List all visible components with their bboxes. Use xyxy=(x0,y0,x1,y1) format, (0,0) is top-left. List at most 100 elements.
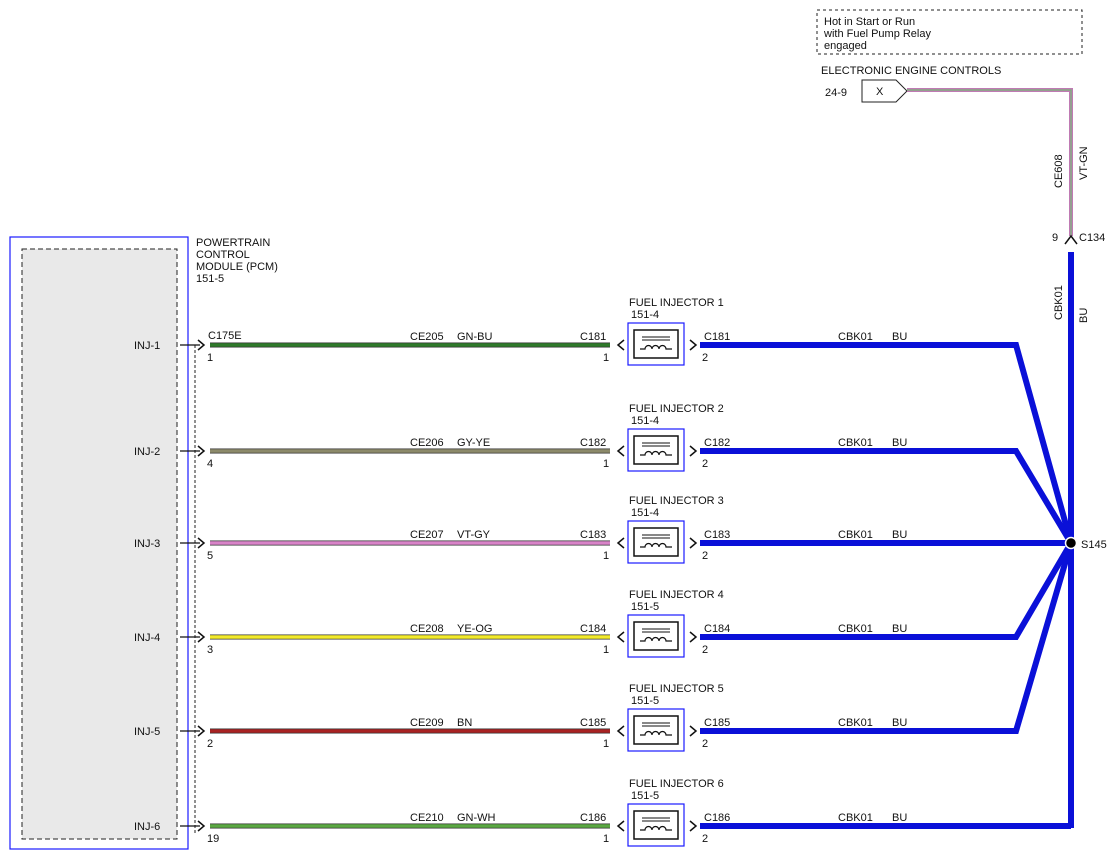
injector-coil-frame xyxy=(633,715,679,745)
feed-system-label: ELECTRONIC ENGINE CONTROLS xyxy=(821,65,1001,77)
feed-terminal xyxy=(861,79,908,103)
signal-color-label: GY-YE xyxy=(457,437,490,449)
injector-ref: 151-4 xyxy=(631,309,659,321)
feed-color-label: VT-GN xyxy=(1078,146,1090,180)
feed-circuit-label: CE608 xyxy=(1053,154,1065,188)
pcm-title-line-2: CONTROL xyxy=(196,249,250,261)
signal-color-label: BN xyxy=(457,717,472,729)
injector-pin-out: 2 xyxy=(702,352,708,364)
pcm-pin-number: 2 xyxy=(207,738,213,750)
pcm-pin-name: INJ-5 xyxy=(134,726,160,738)
injector-coil-frame xyxy=(633,810,679,840)
return-wire-1 xyxy=(700,342,1074,544)
return-color-label: BU xyxy=(892,812,907,824)
injector-ref: 151-4 xyxy=(631,507,659,519)
injector-connector-label-in: C183 xyxy=(580,529,606,541)
injector-connector-label-out: C183 xyxy=(704,529,730,541)
injector-connector-label-out: C182 xyxy=(704,437,730,449)
injector-ref: 151-5 xyxy=(631,601,659,613)
splice-s145 xyxy=(1064,536,1078,550)
injector-title: FUEL INJECTOR 1 xyxy=(629,297,724,309)
pcm-pin-terminal xyxy=(197,339,206,351)
injector-connector-label-in: C186 xyxy=(580,812,606,824)
injector-row-6: INJ-6 19 CE210 GN-WH C186 1 FUEL INJECTOR 6151… xyxy=(134,778,1071,847)
return-circuit-label: CBK01 xyxy=(838,437,873,449)
signal-circuit-label: CE205 xyxy=(410,331,444,343)
signal-circuit-label: CE209 xyxy=(410,717,444,729)
c134-connector-symbol xyxy=(1064,234,1078,245)
injector-coil-icon xyxy=(640,636,672,642)
return-color-label: BU xyxy=(892,717,907,729)
injector-terminal-out xyxy=(689,820,698,832)
signal-circuit-label: CE207 xyxy=(410,529,444,541)
pcm-pin-name: INJ-1 xyxy=(134,340,160,352)
signal-color-label: YE-OG xyxy=(457,623,492,635)
injector-coil-frame xyxy=(633,435,679,465)
injector-coil-icon xyxy=(640,344,672,350)
bus-color-label: BU xyxy=(1078,308,1090,323)
injector-connector-label-out: C185 xyxy=(704,717,730,729)
pcm-pin-number: 19 xyxy=(207,833,219,845)
pcm-pin-terminal xyxy=(197,725,206,737)
bus-circuit-label: CBK01 xyxy=(1053,285,1065,320)
injector-connector-label-out: C184 xyxy=(704,623,730,635)
pcm-pin-number: 4 xyxy=(207,458,213,470)
c134-pin-label: 9 xyxy=(1052,232,1058,244)
signal-circuit-label: CE208 xyxy=(410,623,444,635)
injector-title: FUEL INJECTOR 4 xyxy=(629,589,724,601)
pcm-title-line-3: MODULE (PCM) xyxy=(196,261,278,273)
injector-terminal-out xyxy=(689,537,698,549)
feed-wire-ce608 xyxy=(907,88,1073,236)
injector-connector-label-out: C181 xyxy=(704,331,730,343)
injector-pin-in: 1 xyxy=(603,644,609,656)
injector-terminal-in xyxy=(616,537,625,549)
injector-ref: 151-5 xyxy=(631,695,659,707)
injector-pin-out: 2 xyxy=(702,738,708,750)
signal-circuit-label: CE210 xyxy=(410,812,444,824)
pcm-pin-number: 3 xyxy=(207,644,213,656)
injector-connector-label-in: C181 xyxy=(580,331,606,343)
injector-row-3: INJ-3 5 CE207 VT-GY C183 1 FUEL INJECTOR 3151-… xyxy=(134,495,1071,564)
injector-terminal-in xyxy=(616,820,625,832)
pcm-title-line-4: 151-5 xyxy=(196,273,224,285)
return-wire-4 xyxy=(700,541,1074,640)
injector-coil-frame xyxy=(633,527,679,557)
signal-circuit-label: CE206 xyxy=(410,437,444,449)
pcm-pin-terminal xyxy=(197,445,206,457)
injector-coil-frame xyxy=(633,621,679,651)
c134-connector-label: C134 xyxy=(1079,232,1105,244)
return-circuit-label: CBK01 xyxy=(838,529,873,541)
injector-pin-in: 1 xyxy=(603,833,609,845)
injector-terminal-out xyxy=(689,631,698,643)
pcm-title-line-1: POWERTRAIN xyxy=(196,237,270,249)
return-circuit-label: CBK01 xyxy=(838,623,873,635)
injector-terminal-in xyxy=(616,725,625,737)
injector-pin-in: 1 xyxy=(603,550,609,562)
injector-connector-label-out: C186 xyxy=(704,812,730,824)
injector-coil-frame xyxy=(633,329,679,359)
pcm-pin-terminal xyxy=(197,631,206,643)
return-wire-2 xyxy=(700,448,1074,545)
injector-coil-icon xyxy=(640,542,672,548)
return-circuit-label: CBK01 xyxy=(838,812,873,824)
power-condition-note-box xyxy=(816,9,1083,55)
signal-color-label: VT-GY xyxy=(457,529,491,541)
splice-label: S145 xyxy=(1081,539,1107,551)
injector-coil-icon xyxy=(640,730,672,736)
injector-coil-icon xyxy=(640,825,672,831)
return-circuit-label: CBK01 xyxy=(838,717,873,729)
injector-title: FUEL INJECTOR 2 xyxy=(629,403,724,415)
return-color-label: BU xyxy=(892,529,907,541)
injector-connector-label-in: C184 xyxy=(580,623,606,635)
injector-terminal-in xyxy=(616,445,625,457)
return-circuit-label: CBK01 xyxy=(838,331,873,343)
injector-pin-in: 1 xyxy=(603,458,609,470)
feed-page-ref: 24-9 xyxy=(825,87,847,99)
injector-pin-out: 2 xyxy=(702,833,708,845)
pcm-connector-label: C175E xyxy=(208,330,242,342)
injector-title: FUEL INJECTOR 6 xyxy=(629,778,724,790)
